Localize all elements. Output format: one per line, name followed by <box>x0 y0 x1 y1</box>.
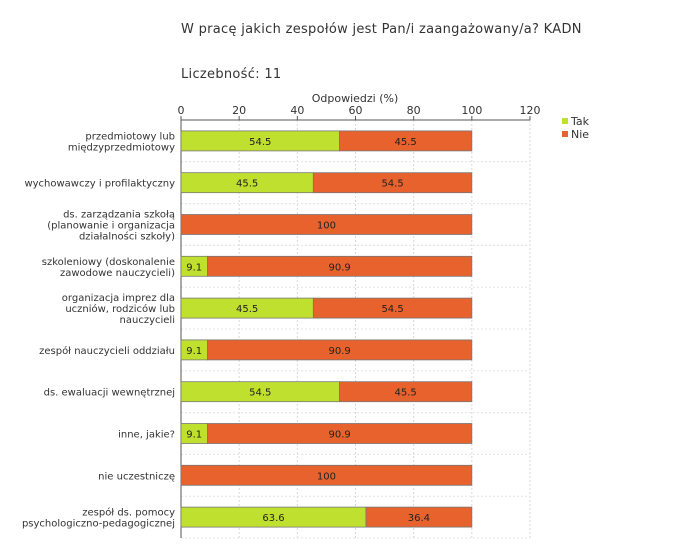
category-label-line: zespół nauczycieli oddziału <box>39 345 175 357</box>
category-label: przedmiotowy lub międzyprzedmiotowy <box>68 131 175 153</box>
x-tick-label: 80 <box>407 104 421 117</box>
bar-segment-nie <box>207 339 473 361</box>
category-label-line: wychowawczy i profilaktyczny <box>24 179 175 190</box>
sample-size-value: 11 <box>264 67 282 82</box>
bar-value-label: 100 <box>317 221 336 232</box>
legend-swatch-nie <box>562 131 568 137</box>
category-label-line: (planowanie i organizacja <box>47 221 175 232</box>
category-label-line: przedmiotowy lub <box>85 131 175 142</box>
category-labels: przedmiotowy lub międzyprzedmiotowy wychow… <box>22 131 175 529</box>
bar-value-label: 36.4 <box>408 513 430 524</box>
bar-segment-nie <box>207 255 473 277</box>
bar-segment-nie <box>339 130 473 152</box>
bar-value-label: 90.9 <box>329 262 351 273</box>
bar-value-label: 9.1 <box>186 262 202 273</box>
bar-value-label: 9.1 <box>186 346 202 357</box>
bar-segment-nie <box>339 381 473 403</box>
bar-segment-nie <box>207 423 473 444</box>
legend-label-tak: Tak <box>570 115 590 128</box>
category-label-line: nie uczestniczę <box>98 471 175 482</box>
category-label-line: ds. zarządzania szkołą <box>63 210 175 221</box>
sample-size: Liczebność: 11 <box>181 67 281 82</box>
category-label-line: zawodowe nauczycieli) <box>60 268 175 279</box>
category-label-line: zespół ds. pomocy <box>82 507 175 519</box>
chart-title: W pracę jakich zespołów jest Pan/i zaang… <box>181 22 582 37</box>
category-label-line: organizacja imprez dla <box>62 293 175 304</box>
category-label: ds. zarządzania szkołą (planowanie i orga… <box>47 210 175 243</box>
legend-label-nie: Nie <box>571 128 589 141</box>
bar-value-label: 54.5 <box>381 179 403 190</box>
x-tick-label: 100 <box>461 104 482 117</box>
category-label-line: ds. ewaluacji wewnętrznej <box>44 388 175 399</box>
category-label-line: nauczycieli <box>120 315 175 326</box>
category-label: szkoleniowy (doskonalenie zawodowe nauczy… <box>42 257 175 279</box>
category-label: ds. ewaluacji wewnętrznej <box>44 388 175 399</box>
x-axis-title: Odpowiedzi (%) <box>312 92 399 105</box>
bar-segment-nie <box>180 214 473 235</box>
bar-value-label: 63.6 <box>262 513 284 524</box>
x-tick-label: 0 <box>178 104 185 117</box>
category-label-line: międzyprzedmiotowy <box>68 142 175 153</box>
bars: 54.5 45.5 45.5 54.5 100 9.1 90.9 45.5 54.5 9.1 90.… <box>180 130 473 528</box>
category-label: zespół ds. pomocy psychologiczno-pedagogi… <box>22 507 175 530</box>
bar-segment-nie <box>312 172 473 194</box>
bar-value-label: 90.9 <box>329 430 351 441</box>
legend-swatch-tak <box>562 118 568 124</box>
category-label-line: uczniów, rodziców lub <box>65 303 175 315</box>
category-label-line: psychologiczno-pedagogicznej <box>22 519 175 530</box>
bar-value-label: 54.5 <box>249 137 271 148</box>
category-label-line: działalności szkoły) <box>79 231 175 243</box>
x-tick-label: 60 <box>349 104 363 117</box>
bar-value-label: 100 <box>317 471 336 482</box>
bar-value-label: 9.1 <box>186 430 202 441</box>
bar-value-label: 54.5 <box>381 304 403 315</box>
sample-size-label: Liczebność: <box>181 67 260 82</box>
bar-segment-nie <box>312 297 473 319</box>
bar-value-label: 45.5 <box>395 137 417 148</box>
bar-value-label: 90.9 <box>329 346 351 357</box>
category-label-line: szkoleniowy (doskonalenie <box>42 257 175 268</box>
category-label-line: inne, jakie? <box>118 430 175 441</box>
x-tick-label: 40 <box>290 104 304 117</box>
category-label: nie uczestniczę <box>98 471 175 482</box>
bar-value-label: 45.5 <box>236 179 258 190</box>
bar-value-label: 54.5 <box>249 388 271 399</box>
category-label: zespół nauczycieli oddziału <box>39 345 175 357</box>
category-label: wychowawczy i profilaktyczny <box>24 179 175 190</box>
category-label: organizacja imprez dla uczniów, rodziców … <box>62 293 175 326</box>
bar-value-label: 45.5 <box>236 304 258 315</box>
bar-segment-nie <box>365 506 473 528</box>
x-tick-label: 20 <box>232 104 246 117</box>
bar-segment-nie <box>180 464 473 486</box>
x-tick-label: 120 <box>520 104 541 117</box>
category-label: inne, jakie? <box>118 430 175 441</box>
bar-value-label: 45.5 <box>395 388 417 399</box>
